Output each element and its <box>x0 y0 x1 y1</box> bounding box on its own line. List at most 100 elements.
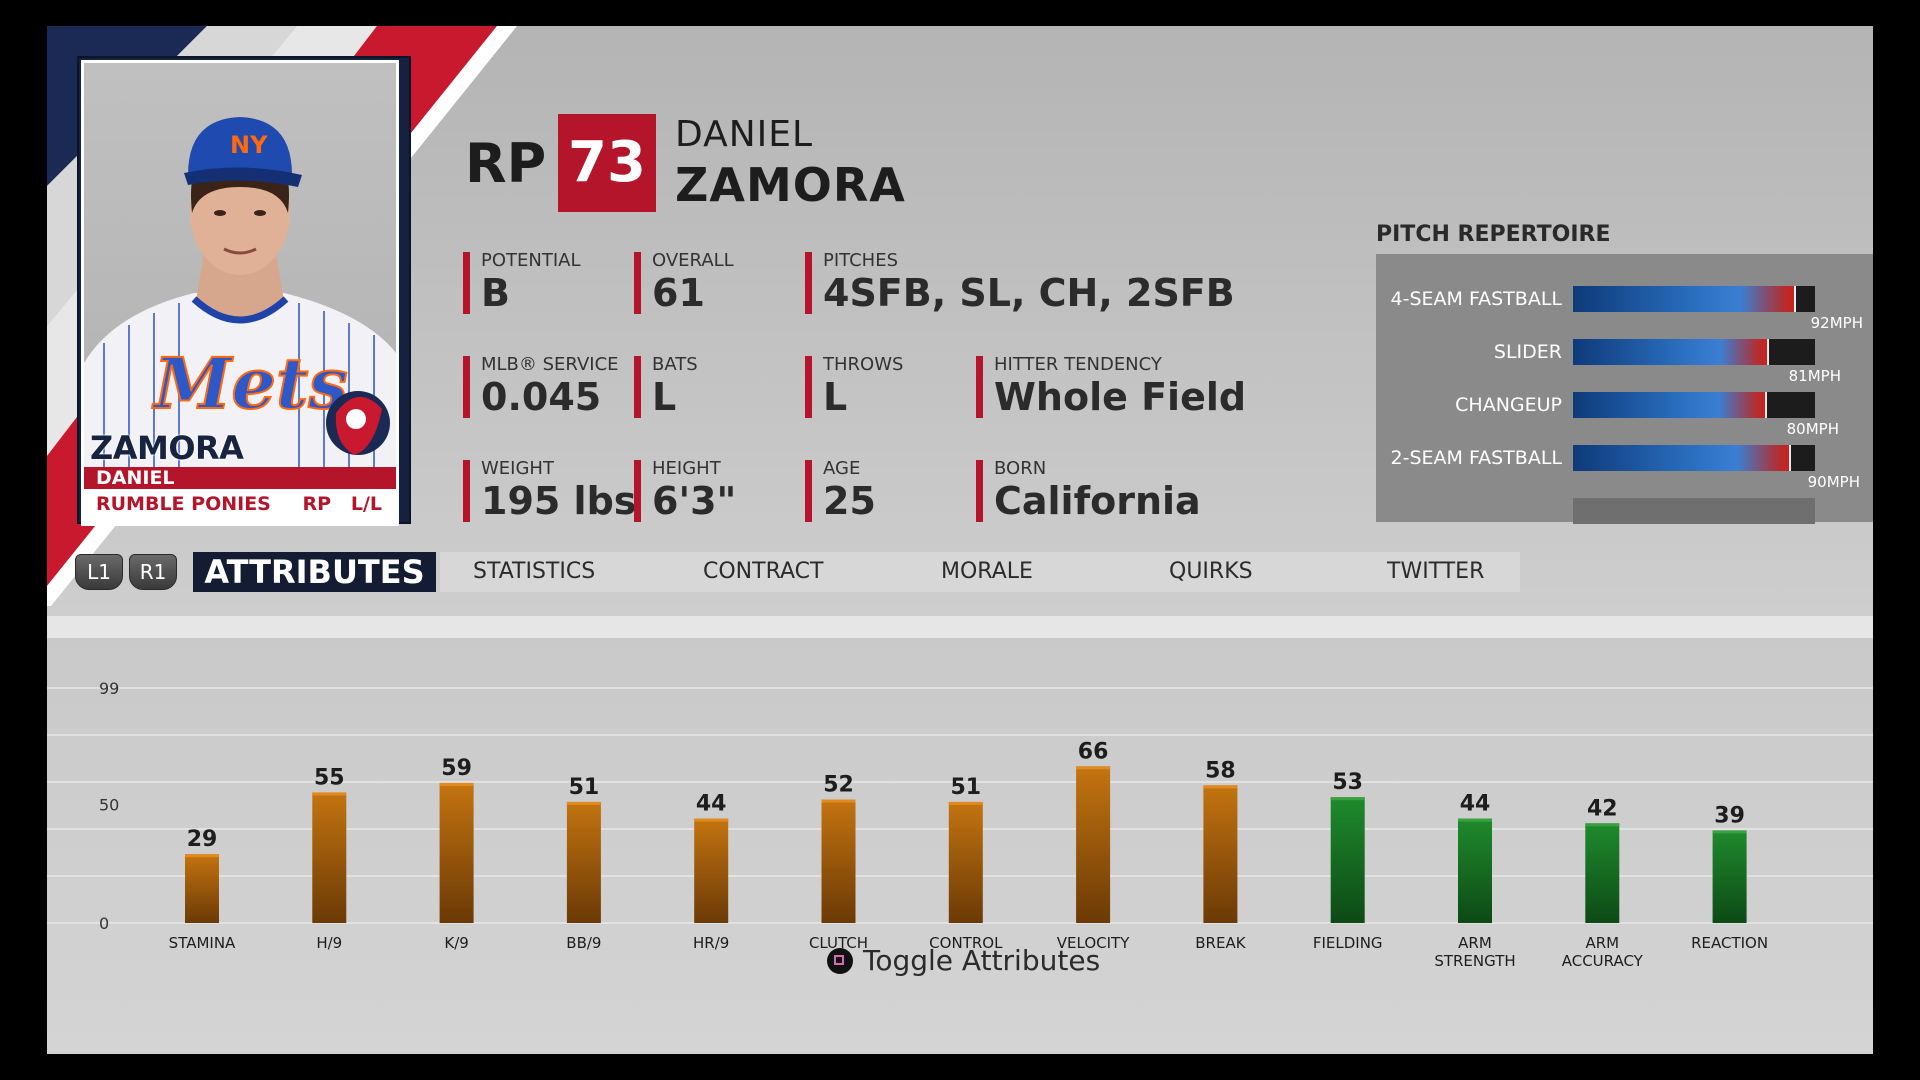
stat-overall: OVERALL 61 <box>634 250 734 315</box>
stat-value: L <box>652 375 677 419</box>
attribute-value-label: 42 <box>1587 796 1618 821</box>
stat-value: B <box>481 271 510 315</box>
stat-value: California <box>994 479 1201 523</box>
card-last-name: ZAMORA <box>90 429 244 467</box>
pitch-speed: 90MPH <box>1807 473 1860 491</box>
pitch-speed-bar <box>1573 286 1815 312</box>
l1-button[interactable]: L1 <box>75 554 123 590</box>
stat-label: AGE <box>823 458 861 479</box>
attribute-bar <box>439 782 474 923</box>
attribute-category-label: CLUTCH <box>809 934 868 952</box>
player-profile-screen: NY Mets ZAMORA DANIEL RUMBLE PONIES RP L… <box>47 26 1873 1054</box>
attribute-bar <box>566 801 601 923</box>
stat-label: MLB® SERVICE <box>481 354 619 375</box>
tab-contract[interactable]: CONTRACT <box>703 559 824 584</box>
attribute-bar-cap <box>948 801 983 805</box>
card-position-handedness: RP L/L <box>302 493 382 515</box>
attribute-category-label: BB/9 <box>566 934 601 952</box>
player-photo: NY Mets <box>84 117 396 467</box>
tab-quirks[interactable]: QUIRKS <box>1169 559 1253 584</box>
stat-value: 4SFB, SL, CH, 2SFB <box>823 271 1235 315</box>
attribute-bar-cap <box>1458 818 1492 822</box>
attribute-value-label: 52 <box>823 773 854 798</box>
attribute-bar <box>948 801 983 923</box>
attribute-category-label: REACTION <box>1691 934 1768 952</box>
card-team-banner <box>84 489 396 523</box>
attribute-value-label: 51 <box>950 775 981 800</box>
attribute-value-label: 59 <box>441 756 472 781</box>
attribute-category-label: HR/9 <box>693 934 729 952</box>
attribute-category-label: ACCURACY <box>1562 952 1644 970</box>
attribute-value-label: 66 <box>1078 739 1109 764</box>
stat-height: HEIGHT 6'3" <box>634 458 737 523</box>
attribute-value-label: 29 <box>187 827 218 852</box>
tab-morale[interactable]: MORALE <box>941 559 1033 584</box>
player-last-name: ZAMORA <box>675 158 906 212</box>
player-position: RP <box>465 132 547 195</box>
stat-label: HITTER TENDENCY <box>994 354 1162 375</box>
pitch-speed-bar <box>1573 445 1815 471</box>
attribute-bar <box>1203 785 1238 923</box>
attribute-bar-cap <box>1330 797 1365 801</box>
attribute-category-label: VELOCITY <box>1057 934 1130 952</box>
attribute-bar-cap <box>312 792 347 796</box>
attribute-bar-cap <box>1203 785 1238 789</box>
stat-label: THROWS <box>823 354 904 375</box>
pitch-speed: 81MPH <box>1788 367 1841 385</box>
stat-mlb-service: MLB® SERVICE 0.045 <box>463 354 619 419</box>
pitch-name: 4-SEAM FASTBALL <box>1390 288 1563 310</box>
tab-attributes[interactable]: ATTRIBUTES <box>193 552 436 592</box>
stat-value: Whole Field <box>994 375 1247 419</box>
attribute-value-label: 58 <box>1205 758 1236 783</box>
empty-pitch-slot <box>1573 498 1815 524</box>
attribute-bar-cap <box>1712 830 1747 834</box>
tab-statistics[interactable]: STATISTICS <box>473 559 596 584</box>
pitch-name: CHANGEUP <box>1455 394 1562 416</box>
stat-hitter-tendency: HITTER TENDENCY Whole Field <box>976 354 1247 419</box>
attribute-bar <box>312 792 347 923</box>
stat-age: AGE 25 <box>805 458 876 522</box>
r1-button[interactable]: R1 <box>129 554 177 590</box>
stat-label: BATS <box>652 354 698 375</box>
card-team-name: RUMBLE PONIES <box>96 493 271 515</box>
pitch-speed: 92MPH <box>1810 314 1863 332</box>
stat-label: POTENTIAL <box>481 250 581 271</box>
stat-value: 0.045 <box>481 375 602 419</box>
attribute-value-label: 51 <box>569 775 600 800</box>
svg-text:NY: NY <box>230 131 268 159</box>
pitch-repertoire-title: PITCH REPERTOIRE <box>1376 222 1611 247</box>
attribute-bar <box>1585 823 1620 923</box>
attribute-category-label: K/9 <box>444 934 468 952</box>
attribute-category-label: ARM <box>1458 934 1492 952</box>
stat-label: WEIGHT <box>481 458 554 479</box>
attribute-bar <box>1330 797 1365 923</box>
square-button-icon <box>827 947 853 974</box>
attribute-value-label: 55 <box>314 765 345 790</box>
attribute-value-label: 39 <box>1714 803 1745 828</box>
pitch-speed-bar <box>1573 392 1815 418</box>
stat-value: 61 <box>652 271 705 315</box>
stat-label: BORN <box>994 458 1047 479</box>
pitch-speed-bar <box>1573 339 1815 365</box>
stat-bats: BATS L <box>634 354 698 419</box>
attribute-category-label: STAMINA <box>169 934 236 952</box>
card-first-name: DANIEL <box>96 467 175 489</box>
pitch-speed: 80MPH <box>1786 420 1839 438</box>
attribute-bar-cap <box>1076 766 1111 770</box>
attribute-category-label: BREAK <box>1195 934 1246 952</box>
attribute-bar <box>1076 766 1111 923</box>
stat-value: 6'3" <box>652 479 737 523</box>
player-card: NY Mets ZAMORA DANIEL RUMBLE PONIES RP L… <box>81 60 399 526</box>
attribute-value-label: 44 <box>696 792 727 817</box>
y-tick-label: 50 <box>99 795 119 814</box>
attribute-category-label: ARM <box>1585 934 1619 952</box>
tab-bar <box>440 552 1520 592</box>
toggle-attributes-button[interactable]: Toggle Attributes <box>827 944 1100 977</box>
attribute-bar <box>185 854 219 923</box>
attribute-category-label: STRENGTH <box>1434 952 1515 970</box>
stat-label: OVERALL <box>652 250 734 271</box>
stat-value: L <box>823 375 848 419</box>
tab-twitter[interactable]: TWITTER <box>1387 559 1485 584</box>
card-name-banner <box>84 467 396 489</box>
attribute-bar <box>694 818 729 923</box>
